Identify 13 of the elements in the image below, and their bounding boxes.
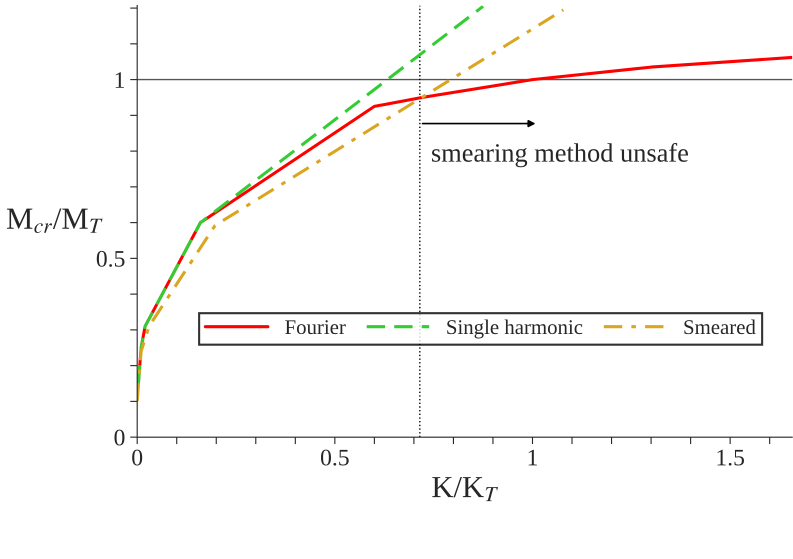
x-tick-label: 1 <box>528 450 537 466</box>
legend-label: Smeared <box>684 320 756 334</box>
y-tick-label: 1 <box>116 72 124 88</box>
x-axis-title: K/K$_{T}$ <box>432 476 498 502</box>
x-tick-label: 0 <box>132 450 142 466</box>
y-tick-label: 0.5 <box>96 250 124 267</box>
annotation: smearing method unsafe <box>432 143 688 168</box>
legend-label: Single harmonic <box>447 320 582 338</box>
legend-label: Fourier <box>285 320 346 334</box>
x-tick-label: 0.5 <box>320 450 349 466</box>
y-tick-label: 0 <box>114 430 124 446</box>
x-tick-label: 1.5 <box>717 450 744 466</box>
y-axis-title: M$_{cr}$/M$_{T}$ <box>6 208 103 233</box>
